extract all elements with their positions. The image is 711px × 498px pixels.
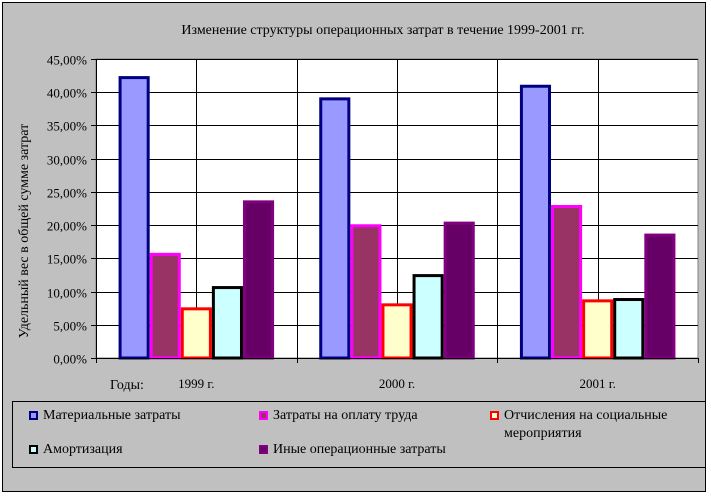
legend-item-social: Отчисления на социальные мероприятия [490,407,695,443]
legend-item-other: Иные операционные затраты [259,441,489,459]
chart-svg: Изменение структуры операционных затрат … [17,23,699,393]
legend-swatch-social [490,411,499,420]
x-axis-label: Годы: [110,378,144,393]
y-tick-label: 25,00% [47,186,87,201]
bar [582,299,614,360]
y-tick-label: 0,00% [53,352,87,367]
y-tick-label: 35,00% [47,119,87,134]
chart-area: Изменение структуры операционных затрат … [2,2,706,492]
y-tick-label: 20,00% [47,219,87,234]
bar [613,298,645,360]
legend-swatch-labor [259,411,268,420]
legend-label-depreciation: Амортизация [43,442,123,457]
axes [91,59,699,363]
bar [519,84,552,360]
bar [180,307,212,360]
bar [551,205,583,360]
chart-title: Изменение структуры операционных затрат … [181,23,584,38]
y-tick-labels: 0,00% 5,00% 10,00% 15,00% 20,00% 25,00% 30,00%… [47,53,87,367]
y-axis-title: Удельный вес в общей сумме затрат [17,124,32,339]
legend: Материальные затраты Затраты на оплату т… [12,401,706,468]
bar [381,303,413,360]
bar [412,274,444,360]
bar [443,221,475,360]
legend-label-other: Иные операционные затраты [273,442,446,457]
bar [242,200,275,360]
bar [211,286,243,360]
x-tick-label: 2001 г. [579,376,615,391]
legend-item-materials: Материальные затраты [29,407,249,425]
y-tick-label: 10,00% [47,286,87,301]
legend-label-materials: Материальные затраты [43,408,181,423]
legend-swatch-materials [29,411,38,420]
legend-label-labor: Затраты на оплату труда [273,408,418,423]
legend-item-labor: Затраты на оплату труда [259,407,479,425]
y-tick-label: 15,00% [47,252,87,267]
y-tick-label: 5,00% [53,319,87,334]
x-tick-label: 2000 г. [379,376,415,391]
bar [319,97,351,360]
y-tick-label: 30,00% [47,153,87,168]
bar [644,233,676,360]
legend-item-depreciation: Амортизация [29,441,249,459]
bar [350,224,382,360]
x-tick-labels: 1999 г. 2000 г. 2001 г. [178,376,616,391]
legend-swatch-other [259,445,268,454]
x-tick-label: 1999 г. [178,376,214,391]
bar [118,76,150,360]
bar [149,252,181,360]
legend-swatch-depreciation [29,445,38,454]
y-tick-label: 40,00% [47,86,87,101]
legend-label-social: Отчисления на социальные мероприятия [504,408,668,441]
y-tick-label: 45,00% [47,53,87,68]
